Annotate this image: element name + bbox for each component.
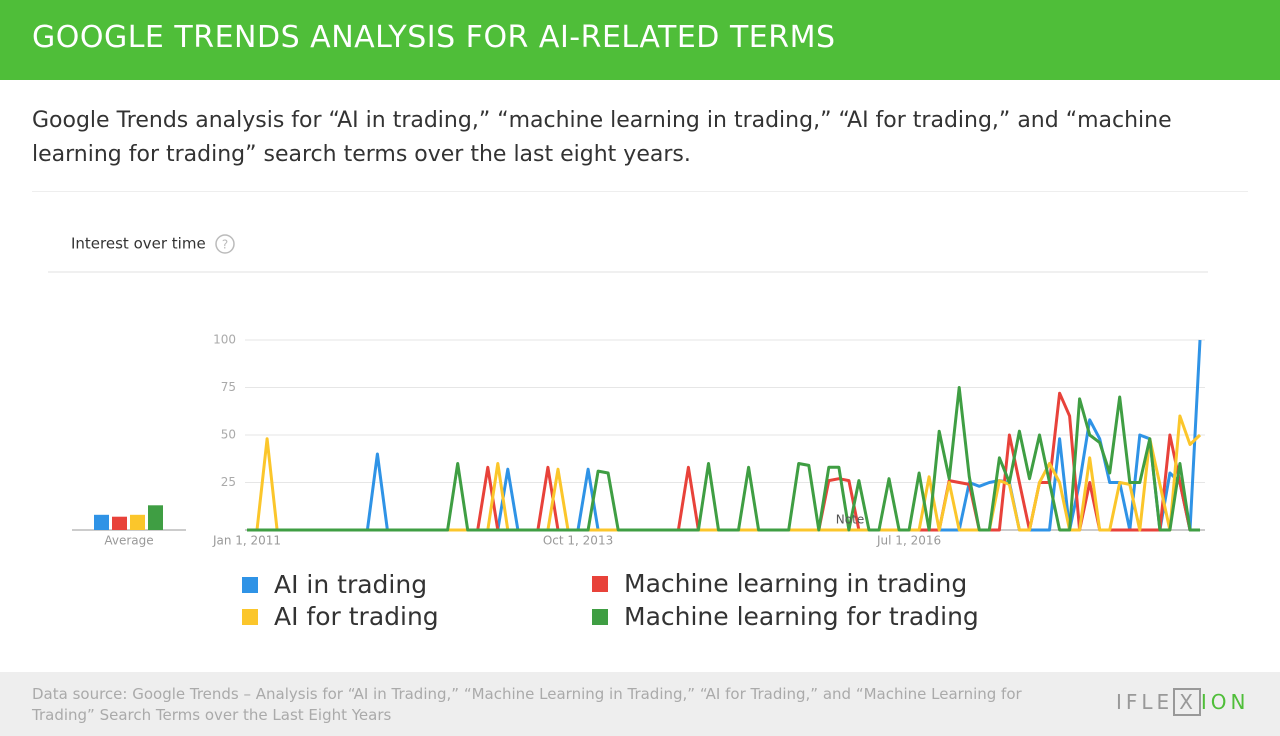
chart-label: Interest over time bbox=[71, 235, 206, 253]
logo-part: X bbox=[1173, 688, 1201, 716]
help-icon-mark: ? bbox=[222, 238, 228, 252]
y-tick-label: 25 bbox=[221, 475, 236, 489]
legend-swatch bbox=[592, 576, 608, 592]
y-tick-label: 75 bbox=[221, 380, 236, 394]
y-tick-label: 50 bbox=[221, 428, 236, 442]
average-label: Average bbox=[104, 534, 153, 548]
title: GOOGLE TRENDS ANALYSIS FOR AI-RELATED TE… bbox=[32, 20, 836, 55]
average-bar bbox=[148, 505, 163, 530]
legend-swatch bbox=[592, 609, 608, 625]
chart: Interest over time ? 25 50 75 100 Jan 1, 201… bbox=[48, 234, 1208, 631]
annotation: Note bbox=[836, 513, 864, 527]
x-tick-label: Jan 1, 2011 bbox=[212, 534, 281, 548]
x-tick-label: Oct 1, 2013 bbox=[543, 534, 613, 548]
legend-swatch bbox=[242, 577, 258, 593]
average-bar bbox=[130, 514, 145, 530]
help-icon bbox=[215, 234, 235, 254]
source: Data source: Google Trends – Analysis fo… bbox=[32, 685, 1022, 724]
description: Google Trends analysis for “AI in tradin… bbox=[32, 108, 1172, 167]
header: GOOGLE TRENDS ANALYSIS FOR AI-RELATED TE… bbox=[0, 0, 1280, 80]
series-line bbox=[247, 386, 1200, 532]
legend-label: Machine learning in trading bbox=[624, 569, 967, 598]
logo: IFLE X ION bbox=[1116, 688, 1250, 716]
x-tick-label: Jul 1, 2016 bbox=[876, 534, 941, 548]
legend-label: Machine learning for trading bbox=[624, 602, 979, 631]
y-tick-label: 100 bbox=[213, 333, 236, 347]
logo-part: ION bbox=[1200, 690, 1250, 714]
legend-label: AI for trading bbox=[274, 602, 439, 631]
average-bar bbox=[112, 516, 127, 530]
logo-part: IFLE bbox=[1116, 690, 1174, 714]
footer: Data source: Google Trends – Analysis fo… bbox=[0, 672, 1280, 736]
separator bbox=[32, 191, 1248, 192]
average-bar bbox=[94, 514, 109, 530]
legend-swatch bbox=[242, 609, 258, 625]
legend-label: AI in trading bbox=[274, 570, 427, 599]
